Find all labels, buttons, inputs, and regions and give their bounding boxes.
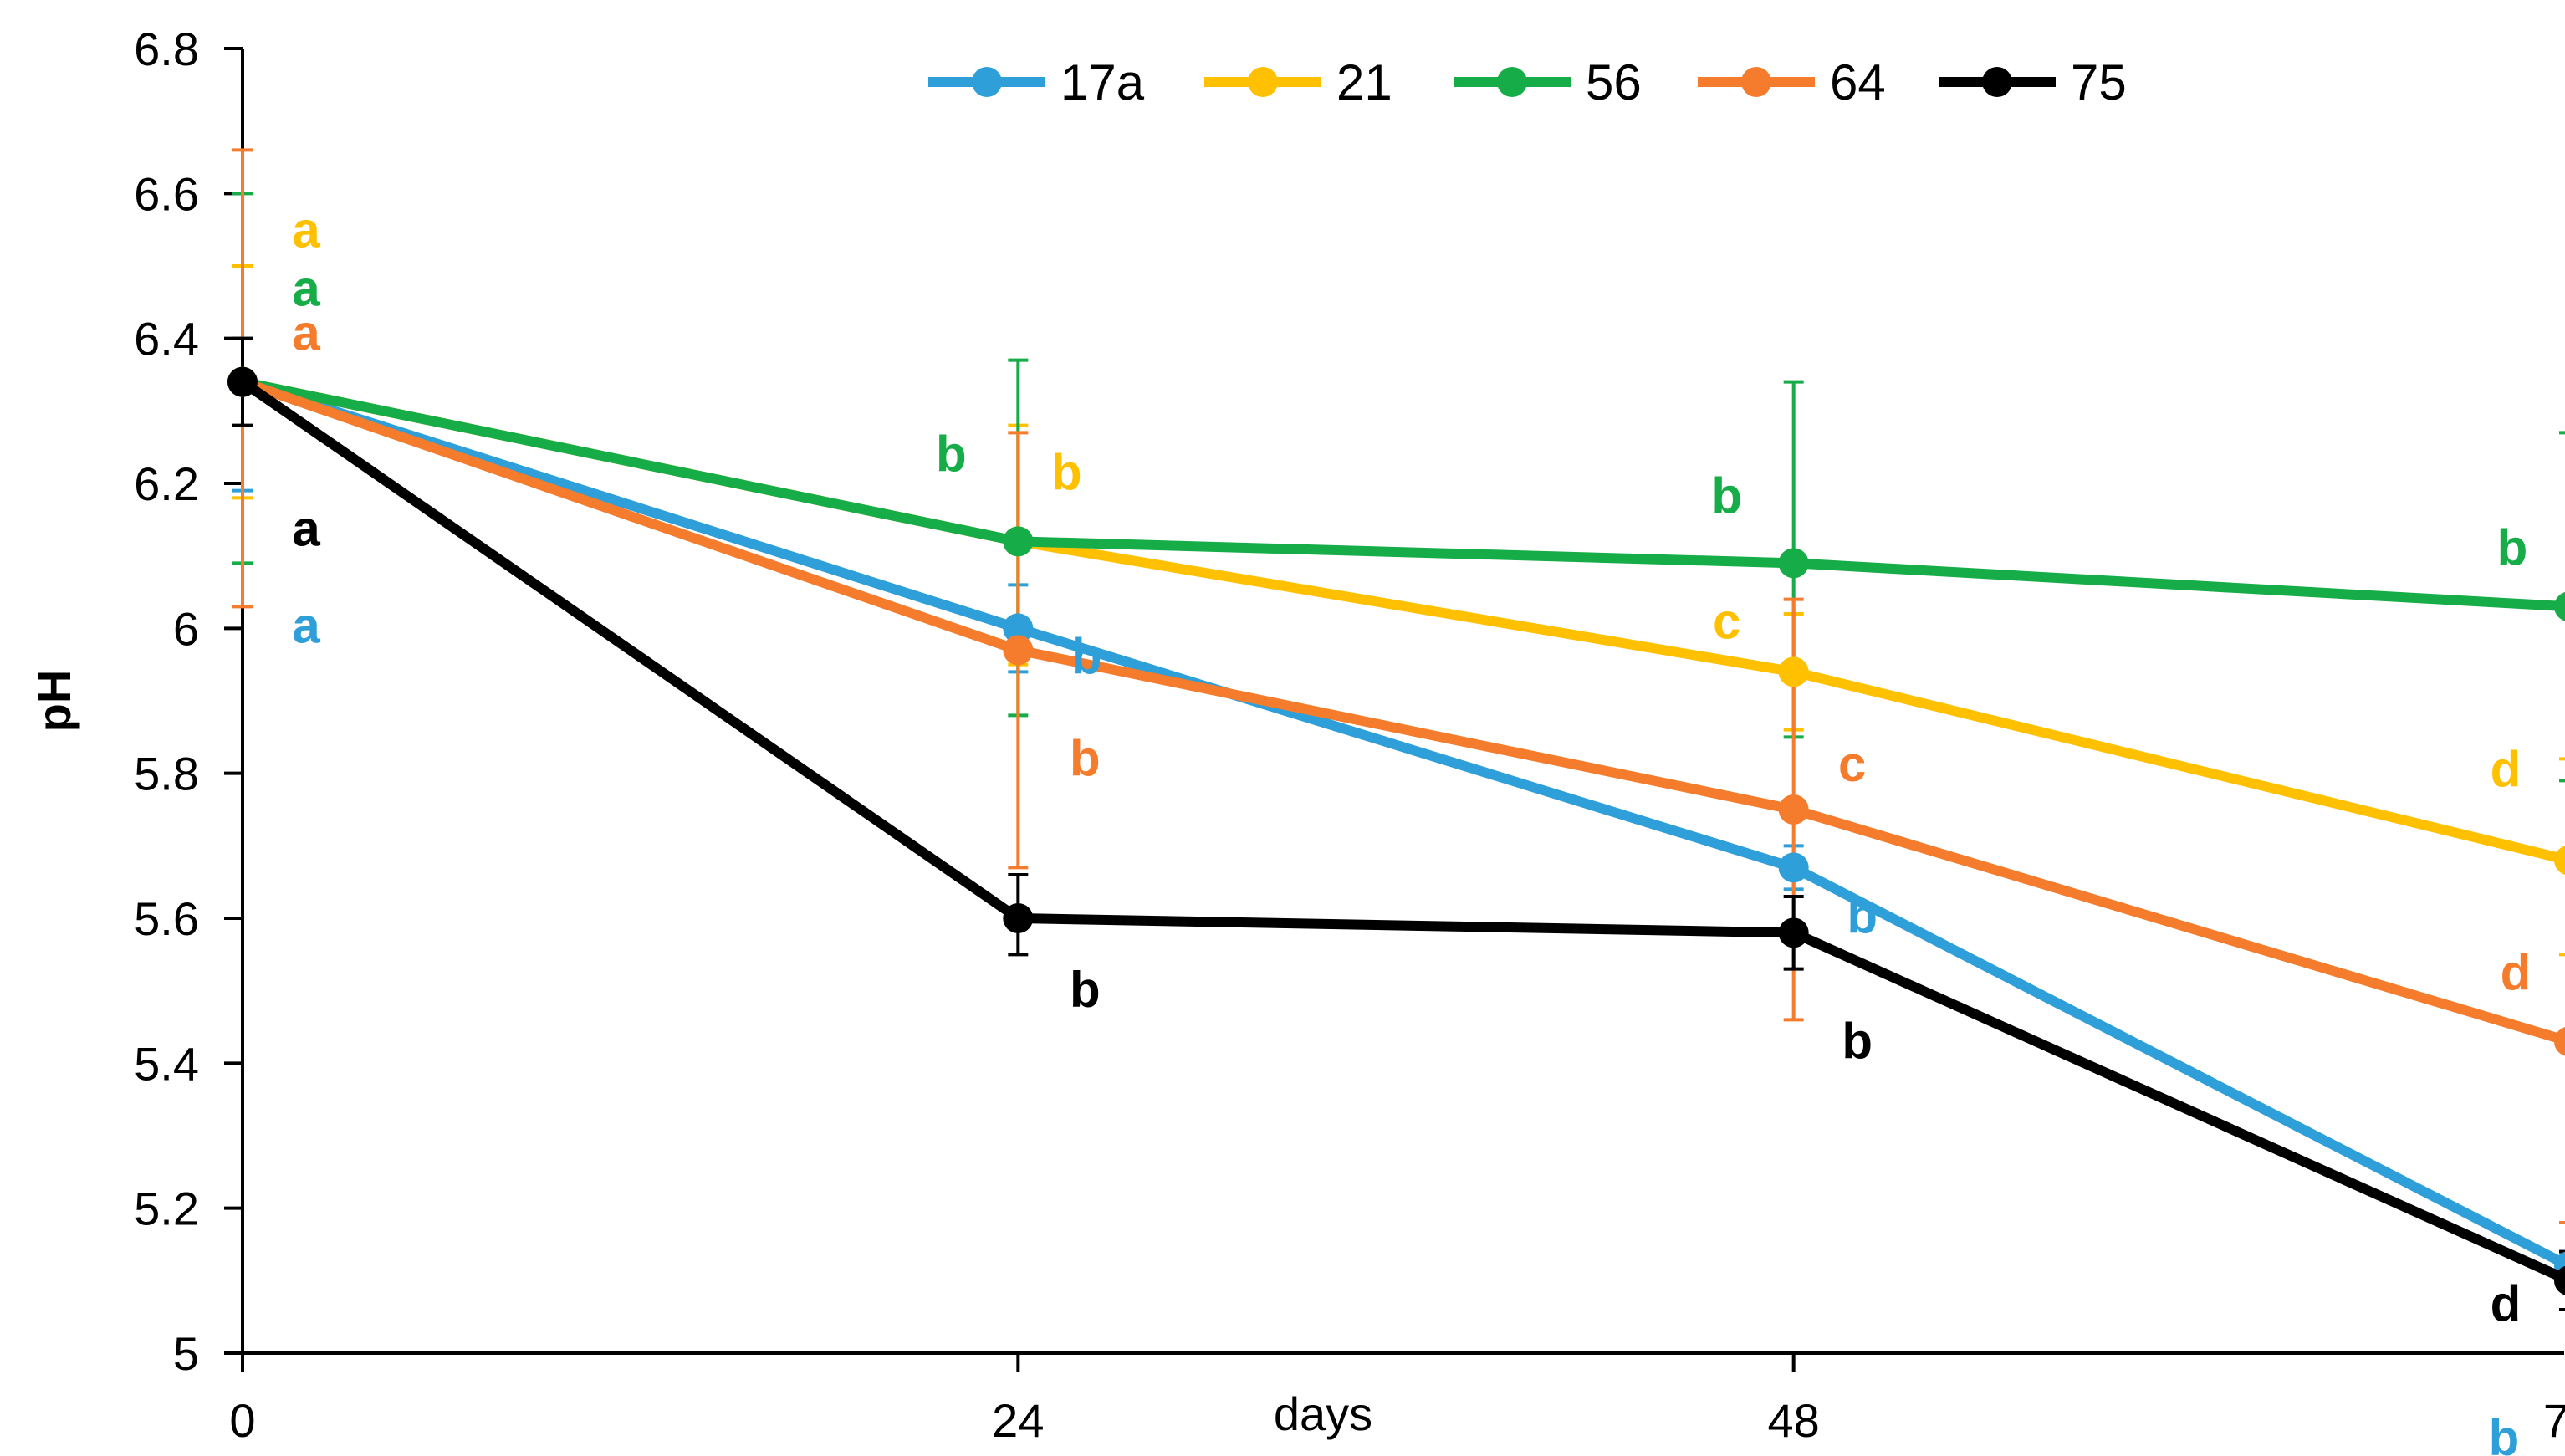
series-layer <box>227 366 2565 1295</box>
significance-label-56-72: b <box>2497 519 2528 575</box>
y-tick-label: 5.4 <box>134 1037 199 1090</box>
y-tick-label: 6.6 <box>134 167 199 220</box>
data-point-56-48 <box>1778 548 1809 579</box>
significance-label-17a-48: b <box>1847 887 1878 943</box>
data-point-56-72 <box>2554 592 2565 621</box>
error-bar-75-72 <box>2559 1249 2565 1311</box>
legend-swatch-marker <box>1982 67 2012 97</box>
series-line-64 <box>241 376 2565 1046</box>
axes-layer: 5 5.2 5.4 5.6 5.8 6 6.2 6.4 6.6 6.8 0 24 48 72 days pH <box>28 23 2565 1447</box>
legend-label: 17a <box>1060 54 1145 110</box>
data-point-75-24 <box>1003 903 1034 933</box>
series-line-75 <box>239 377 2565 1285</box>
data-point-75-72 <box>2554 1266 2565 1295</box>
y-tick-label: 6.4 <box>134 313 199 365</box>
significance-label-17a-72: b <box>2489 1410 2520 1456</box>
legend-label: 64 <box>1830 54 1886 110</box>
significance-label-56-0: a <box>292 261 320 317</box>
x-axis-title: days <box>1274 1387 1372 1440</box>
y-tick-label: 6.8 <box>134 23 199 75</box>
legend-swatch-marker <box>1248 67 1278 97</box>
significance-label-17a-0: a <box>292 598 320 654</box>
data-point-64-72 <box>2554 1027 2565 1056</box>
data-point-21-72 <box>2554 846 2565 875</box>
series-line-17a <box>241 376 2565 1270</box>
significance-label-21-0: a <box>292 202 320 258</box>
data-point-17a-48 <box>1778 852 1809 883</box>
legend-label: 75 <box>2071 54 2127 110</box>
y-tick-label: 5 <box>173 1327 199 1380</box>
error-bar-56-72 <box>2559 431 2565 783</box>
y-tick-label: 5.6 <box>134 892 199 945</box>
significance-label-64-0: a <box>292 305 320 361</box>
y-axis-title: pH <box>28 670 80 733</box>
x-tick-label: 72 <box>2543 1394 2565 1447</box>
significance-label-17a-24: b <box>1071 628 1102 684</box>
x-tick-label: 24 <box>992 1394 1044 1447</box>
legend: 17a 21 56 64 75 <box>928 54 2127 110</box>
significance-label-56-24: b <box>936 426 967 482</box>
y-tick-label: 6.2 <box>134 457 199 510</box>
y-tick-label: 5.8 <box>134 748 199 800</box>
legend-swatch-marker <box>1497 67 1527 97</box>
significance-label-21-72: d <box>2491 742 2522 798</box>
significance-label-56-48: b <box>1711 467 1742 524</box>
data-point-75-48 <box>1778 917 1809 948</box>
significance-label-75-0: a <box>292 501 320 557</box>
significance-label-64-24: b <box>1070 730 1101 786</box>
data-point-64-48 <box>1778 794 1809 825</box>
error-bar-21-72 <box>2559 757 2565 957</box>
legend-item-56: 56 <box>1454 54 1642 110</box>
data-point-64-24 <box>1003 635 1034 666</box>
legend-item-75: 75 <box>1939 54 2127 110</box>
significance-label-64-72: d <box>2501 944 2532 1000</box>
significance-label-75-24: b <box>1070 962 1101 1018</box>
significance-label-64-48: c <box>1838 736 1866 792</box>
legend-label: 56 <box>1586 54 1642 110</box>
x-tick-label: 0 <box>229 1394 255 1447</box>
legend-swatch-marker <box>972 67 1002 97</box>
data-point-21-48 <box>1778 656 1809 687</box>
significance-label-21-24: b <box>1051 444 1082 500</box>
data-point-75-0 <box>227 366 258 397</box>
data-point-56-24 <box>1003 526 1034 557</box>
legend-item-21: 21 <box>1204 54 1392 110</box>
y-tick-label: 5.2 <box>134 1183 199 1235</box>
significance-label-75-72: d <box>2491 1275 2522 1331</box>
significance-label-75-48: b <box>1842 1013 1873 1069</box>
legend-item-64: 64 <box>1698 54 1886 110</box>
significance-label-21-48: c <box>1713 593 1740 649</box>
y-tick-label: 6 <box>173 602 199 655</box>
legend-item-17a: 17a <box>928 54 1145 110</box>
legend-swatch-marker <box>1741 67 1771 97</box>
legend-label: 21 <box>1336 54 1392 110</box>
x-tick-label: 48 <box>1768 1394 1820 1447</box>
series-line-56 <box>241 376 2565 612</box>
data-point-17a-24 <box>1003 613 1034 644</box>
